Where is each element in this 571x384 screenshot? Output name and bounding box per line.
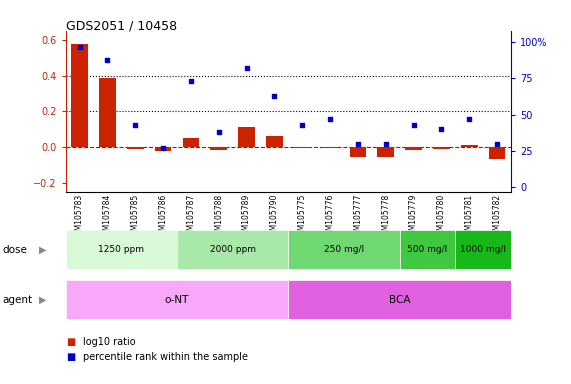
Text: ■: ■ <box>66 337 75 347</box>
Bar <box>377 147 394 157</box>
Bar <box>238 127 255 147</box>
Point <box>437 126 446 132</box>
Bar <box>155 147 171 151</box>
Point <box>242 65 251 71</box>
Point <box>381 141 391 147</box>
Text: 2000 ppm: 2000 ppm <box>210 245 256 254</box>
Text: 250 mg/l: 250 mg/l <box>324 245 364 254</box>
Bar <box>489 147 505 159</box>
Text: percentile rank within the sample: percentile rank within the sample <box>83 352 248 362</box>
Bar <box>183 138 199 147</box>
Bar <box>405 147 422 151</box>
Text: agent: agent <box>3 295 33 305</box>
Point <box>325 116 335 122</box>
Point <box>159 145 168 151</box>
Point <box>75 43 84 50</box>
Point <box>297 122 307 128</box>
Bar <box>400 230 456 269</box>
Point <box>214 129 223 135</box>
Text: log10 ratio: log10 ratio <box>83 337 135 347</box>
Bar <box>322 147 339 148</box>
Bar <box>266 136 283 147</box>
Point <box>131 122 140 128</box>
Point <box>465 116 474 122</box>
Text: GDS2051 / 10458: GDS2051 / 10458 <box>66 19 177 32</box>
Bar <box>66 280 288 319</box>
Bar <box>456 230 511 269</box>
Point <box>186 78 195 84</box>
Point <box>353 141 363 147</box>
Bar <box>99 78 116 147</box>
Text: BCA: BCA <box>389 295 411 305</box>
Bar <box>127 147 144 149</box>
Bar <box>294 147 311 148</box>
Text: ▶: ▶ <box>39 245 46 255</box>
Bar <box>210 147 227 151</box>
Point <box>493 141 502 147</box>
Bar <box>288 230 400 269</box>
Text: ▶: ▶ <box>39 295 46 305</box>
Text: dose: dose <box>3 245 28 255</box>
Bar <box>349 147 367 157</box>
Bar <box>71 44 88 147</box>
Text: 1000 mg/l: 1000 mg/l <box>460 245 506 254</box>
Text: ■: ■ <box>66 352 75 362</box>
Point <box>270 93 279 99</box>
Bar <box>433 147 450 149</box>
Bar <box>461 144 477 147</box>
Text: 500 mg/l: 500 mg/l <box>408 245 448 254</box>
Bar <box>66 230 177 269</box>
Point <box>103 56 112 63</box>
Point <box>409 122 418 128</box>
Text: 1250 ppm: 1250 ppm <box>98 245 144 254</box>
Text: o-NT: o-NT <box>165 295 189 305</box>
Bar <box>288 280 511 319</box>
Bar <box>177 230 288 269</box>
